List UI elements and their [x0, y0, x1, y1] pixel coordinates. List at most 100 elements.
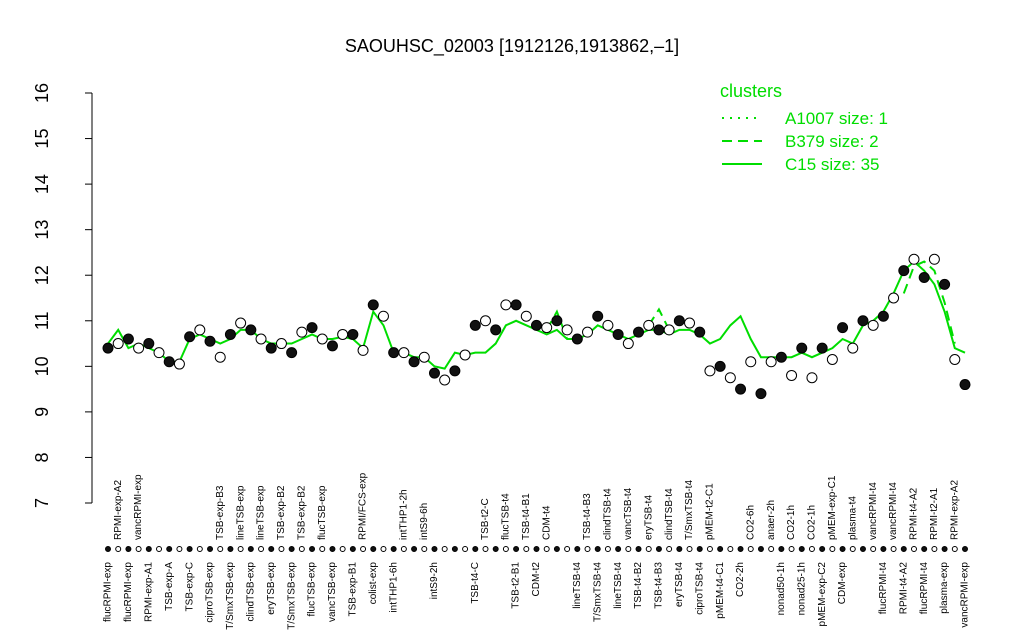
y-tick-label: 8: [32, 452, 52, 462]
sample-point: [633, 326, 645, 338]
x-tick-label: CO2-2h: [735, 562, 746, 597]
x-tick-label: TSB-t4-B3: [582, 493, 593, 540]
sample-point: [112, 338, 124, 350]
sample-point: [143, 338, 155, 350]
strip-dot: [941, 546, 948, 552]
sample-point: [316, 333, 328, 345]
strip-dot: [533, 546, 540, 552]
x-tick-label: T/SmxTSB-t4: [684, 480, 695, 540]
strip-dot: [329, 546, 336, 552]
strip-dot: [207, 546, 214, 552]
x-tick-label: intTHP1-6h: [388, 562, 399, 613]
strip-dot: [186, 546, 193, 552]
strip-dot: [431, 546, 438, 552]
x-tick-label: RPMI-exp-A1: [143, 562, 154, 622]
sample-point: [582, 326, 594, 338]
strip-dot: [349, 546, 356, 552]
x-tick-label: nonad25-1h: [796, 562, 807, 615]
x-tick-label: flucRPMI-exp: [123, 562, 134, 622]
sample-point: [326, 340, 338, 352]
x-tick-label: T/SmxTSB-exp: [286, 562, 297, 630]
strip-dot: [247, 546, 254, 552]
sample-point: [204, 335, 216, 347]
sample-point: [235, 317, 247, 329]
strip-dot: [227, 546, 234, 552]
sample-point: [357, 344, 369, 356]
strip-dot: [268, 546, 275, 552]
sample-point: [377, 310, 389, 322]
x-tick-label: plasma-t4: [847, 496, 858, 540]
sample-point: [714, 360, 726, 372]
sample-point: [520, 310, 532, 322]
sample-point: [255, 333, 267, 345]
strip-dot: [492, 546, 499, 552]
x-tick-label: eryTSB-t4: [674, 562, 685, 607]
strip-dot: [176, 546, 183, 552]
x-tick-label: vancRPMI-t4: [868, 482, 879, 540]
strip-dot: [574, 546, 581, 552]
sample-point: [408, 356, 420, 368]
sample-point: [224, 328, 236, 340]
strip-dot: [921, 546, 928, 552]
strip-dot: [819, 546, 826, 552]
sample-point: [102, 342, 114, 354]
x-tick-label: TSB-t4-B3: [654, 562, 665, 609]
sample-point: [337, 328, 349, 340]
strip-dot: [258, 546, 265, 552]
x-tick-label: CDM-exp: [837, 562, 848, 605]
strip-dot: [615, 546, 622, 552]
sample-point: [275, 338, 287, 350]
strip-dot: [890, 546, 897, 552]
x-tick-label: TSB-t4-C: [470, 562, 481, 604]
sample-point: [459, 349, 471, 361]
x-tick-label: plasma-exp: [939, 562, 950, 614]
sample-point: [663, 324, 675, 336]
y-tick-label: 10: [32, 356, 52, 376]
y-tick-label: 14: [32, 174, 52, 194]
sample-point: [439, 374, 451, 386]
sample-point: [428, 367, 440, 379]
strip-dot: [737, 546, 744, 552]
x-tick-label: T/SmxTSB-exp: [225, 562, 236, 630]
y-tick-label: 13: [32, 220, 52, 240]
sample-point: [306, 322, 318, 334]
strip-dot: [105, 546, 111, 552]
strip-dot: [635, 546, 642, 552]
sample-point: [469, 319, 481, 331]
sample-point: [500, 299, 512, 311]
strip-dot: [513, 546, 520, 552]
x-tick-label: TSB-exp-B2: [276, 485, 287, 540]
sample-point: [837, 322, 849, 334]
strip-dot: [931, 546, 938, 552]
x-tick-label: ciproTSB-t4: [694, 562, 705, 615]
x-tick-label: TSB-t2-C: [480, 498, 491, 540]
sample-point: [479, 315, 491, 327]
x-tick-label: TSB-t2-B1: [511, 562, 522, 609]
legend-label: C15 size: 35: [785, 155, 880, 174]
sample-point: [194, 324, 206, 336]
x-tick-label: lineTSB-exp: [235, 485, 246, 540]
strip-dot: [696, 546, 703, 552]
x-tick-label: clindTSB-t4: [664, 488, 675, 540]
strip-dot: [584, 546, 591, 552]
x-tick-label: pMEM-t2-C1: [705, 483, 716, 540]
strip-dot: [482, 546, 489, 552]
sample-point: [806, 372, 818, 384]
sample-point: [173, 358, 185, 370]
sample-point: [857, 315, 869, 327]
x-tick-label: TSB-t4-B2: [633, 562, 644, 609]
sample-point: [561, 324, 573, 336]
x-tick-label: flucTSB-exp: [307, 562, 318, 617]
x-tick-label: TSB-exp-B1: [347, 562, 358, 617]
strip-dot: [156, 546, 163, 552]
sample-point: [347, 328, 359, 340]
sample-point: [877, 310, 889, 322]
strip-dot: [217, 546, 224, 552]
strip-dot: [778, 546, 785, 552]
x-tick-label: RPMI-exp-A2: [949, 480, 960, 540]
y-tick-label: 16: [32, 83, 52, 103]
x-tick-label: vancRPMI-exp: [960, 562, 971, 628]
strip-dot: [145, 546, 152, 552]
sample-point: [908, 253, 920, 265]
